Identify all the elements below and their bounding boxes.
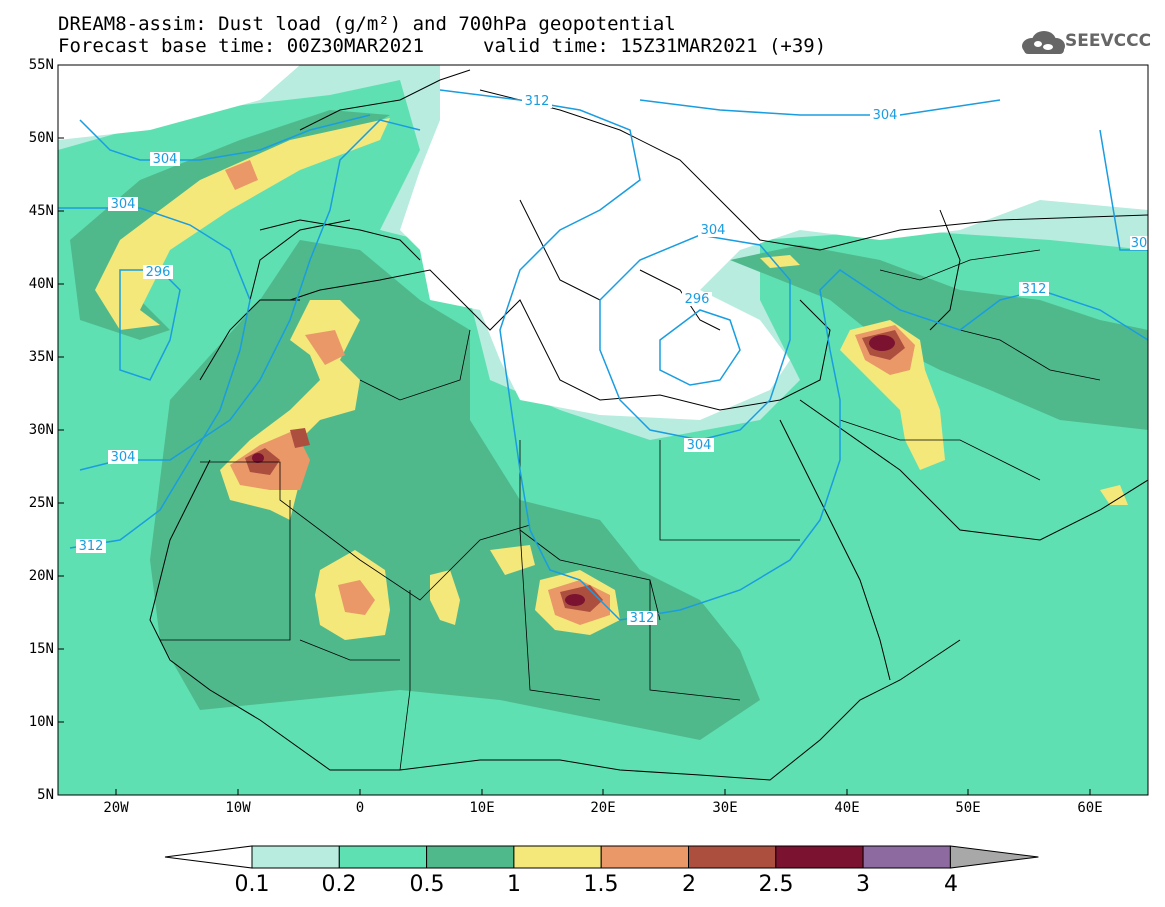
lon-label: 50E [955,800,981,816]
svg-text:296: 296 [146,265,171,280]
lon-label: 60E [1077,800,1103,816]
lon-label: 30E [712,800,738,816]
contour-label: 312 [522,94,552,109]
colorbar-label: 2 [682,872,696,897]
colorbar-label: 2.5 [758,872,794,897]
svg-text:304: 304 [111,197,136,212]
lon-label: 40E [834,800,860,816]
clear-area-atlantic [58,65,300,140]
svg-text:296: 296 [685,292,710,307]
colorbar-label: 0.2 [321,872,357,897]
svg-text:304: 304 [873,108,898,123]
svg-text:312: 312 [1022,282,1047,297]
svg-text:304: 304 [111,450,136,465]
svg-text:304: 304 [701,223,726,238]
lon-label: 20E [590,800,616,816]
lat-label: 10N [28,714,54,730]
contour-label: 304 [698,223,728,238]
dust-field-high-ne [730,245,1148,430]
svg-text:312: 312 [525,94,550,109]
logo-text: SEEVCCC [1065,31,1152,51]
lat-label: 45N [28,203,54,219]
contour-label: 304 [108,450,138,465]
lat-label: 50N [28,130,54,146]
contour-label: 30 [1130,236,1148,251]
colorbar-label: 4 [944,872,958,897]
lat-label: 5N [37,787,54,803]
lat-label: 35N [28,349,54,365]
svg-text:312: 312 [79,539,104,554]
axis-ticks [58,64,1091,795]
contour-label-group: 312 304 304 296 304 312 304 296 312 304 … [76,94,1148,626]
colorbar-label: 3 [856,872,870,897]
coastlines [149,69,1148,781]
lat-label: 15N [28,641,54,657]
svg-text:304: 304 [687,438,712,453]
colorbar-label: 0.1 [234,872,270,897]
valid-time: valid time: 15Z31MAR2021 (+39) [483,35,827,57]
contour-label: 312 [1019,282,1049,297]
clear-area-europe [400,65,1148,420]
colorbar-label: 1 [507,872,521,897]
country-borders [160,249,1101,771]
colorbar-label: 0.5 [409,872,445,897]
contour-label: 312 [76,539,106,554]
cloud-logo-icon [1022,31,1065,54]
contour-label: 296 [143,265,173,280]
svg-text:304: 304 [153,152,178,167]
contour-label: 304 [150,152,180,167]
svg-text:312: 312 [630,611,655,626]
svg-text:30: 30 [1131,236,1148,251]
contour-label: 296 [682,292,712,307]
lon-label: 10E [469,800,495,816]
lon-label: 0 [355,800,365,816]
lat-label: 30N [28,422,54,438]
lat-label: 25N [28,495,54,511]
dust-plumes-dark [252,335,895,606]
lat-label: 20N [28,568,54,584]
forecast-base-time: Forecast base time: 00Z30MAR2021 [58,35,425,57]
lat-label: 55N [28,57,54,73]
colorbar-label: 1.5 [583,872,619,897]
contour-label: 312 [627,611,657,626]
contour-label: 304 [108,197,138,212]
lon-label: 10W [225,800,251,816]
contour-label: 304 [684,438,714,453]
lon-label: 20W [103,800,129,816]
map-title: DREAM8-assim: Dust load (g/m²) and 700hP… [58,13,676,35]
lat-label: 40N [28,276,54,292]
contour-label: 304 [870,108,900,123]
